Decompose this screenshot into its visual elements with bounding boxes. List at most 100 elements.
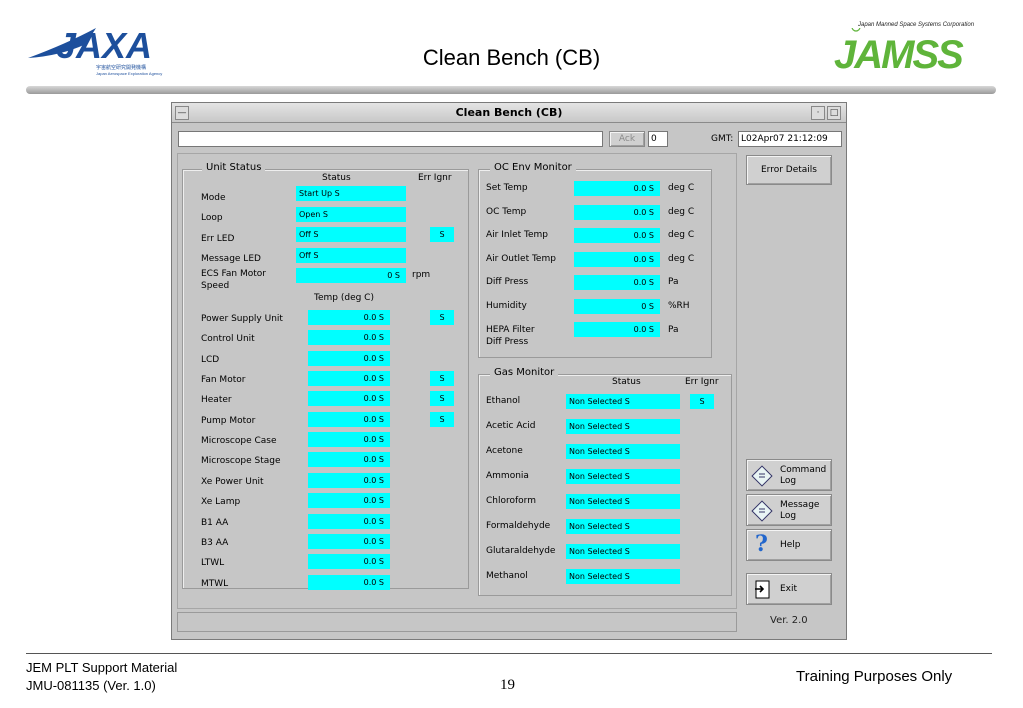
loop-field: Open S	[296, 207, 406, 222]
temp-label-heater: Heater	[201, 395, 232, 406]
command-log-label-2: Log	[780, 476, 797, 486]
temp-ignore-pump-motor[interactable]: S	[430, 411, 454, 427]
status-bar	[177, 612, 737, 632]
clean-bench-window: — Clean Bench (CB) · □ Ack 0 GMT: L02Apr…	[171, 102, 847, 640]
oc-unit-oc-temp: deg C	[668, 206, 695, 217]
temp-field-xe-lamp: 0.0 S	[308, 493, 390, 509]
gas-col-status: Status	[612, 377, 641, 387]
err-led-ignore[interactable]: S	[430, 227, 454, 242]
command-log-button[interactable]: Command Log	[746, 459, 832, 491]
hepa-unit: Pa	[668, 325, 679, 335]
gas-label-formaldehyde: Formaldehyde	[486, 521, 551, 531]
gmt-label: GMT:	[711, 134, 734, 144]
mode-label: Mode	[201, 193, 226, 203]
jamss-tagline: Japan Manned Space Systems Corporation	[858, 22, 975, 28]
temp-field-b3-aa: 0.0 S	[308, 533, 390, 549]
temp-header: Temp (deg C)	[314, 293, 374, 303]
temp-ignore-fan-motor[interactable]: S	[430, 371, 454, 387]
help-label: Help	[780, 540, 801, 550]
gas-label-ammonia: Ammonia	[486, 471, 529, 481]
command-log-label-1: Command	[780, 465, 827, 475]
jaxa-logo: JAXA 宇宙航空研究開発機構 Japan Aerospace Explorat…	[26, 14, 176, 80]
oc-unit-set-temp: deg C	[668, 183, 695, 193]
gas-ignore-ethanol[interactable]: S	[690, 394, 714, 409]
footer-doc-id: JMU-081135 (Ver. 1.0)	[26, 678, 156, 693]
exit-button[interactable]: Exit	[746, 573, 832, 605]
temp-label-b1-aa: B1 AA	[201, 517, 229, 528]
error-details-button[interactable]: Error Details	[746, 155, 832, 185]
exit-door-icon	[755, 580, 770, 599]
footer-material: JEM PLT Support Material	[26, 660, 178, 675]
oc-field-diff-press: 0.0 S	[574, 275, 660, 290]
header-divider	[26, 86, 996, 94]
help-button[interactable]: ? Help	[746, 529, 832, 561]
message-bar	[178, 131, 603, 147]
oc-unit-air-inlet-temp: deg C	[668, 230, 695, 240]
window-menu-icon[interactable]: —	[175, 106, 189, 120]
mode-field: Start Up S	[296, 186, 406, 201]
unit-status-title: Unit Status	[202, 162, 266, 173]
temp-field-pump-motor: 0.0 S	[308, 411, 390, 427]
footer-divider	[26, 653, 992, 654]
temp-field-microscope-case: 0.0 S	[308, 432, 390, 448]
ack-count: 0	[648, 131, 668, 147]
oc-label-set-temp: Set Temp	[486, 183, 528, 193]
jamss-logo: Japan Manned Space Systems Corporation J…	[832, 22, 1002, 72]
oc-field-air-outlet-temp: 0.0 S	[574, 251, 660, 267]
err-led-label: Err LED	[201, 234, 235, 244]
temp-label-microscope-case: Microscope Case	[201, 436, 277, 447]
oc-label-air-inlet-temp: Air Inlet Temp	[486, 230, 548, 240]
temp-label-xe-lamp: Xe Lamp	[201, 497, 241, 508]
temp-label-xe-power-unit: Xe Power Unit	[201, 476, 264, 487]
oc-label-oc-temp: OC Temp	[486, 206, 527, 217]
oc-unit-humidity: %RH	[668, 300, 690, 311]
temp-field-ltwl: 0.0 S	[308, 554, 390, 570]
temp-ignore-heater[interactable]: S	[430, 391, 454, 407]
gas-field-ethanol: Non Selected S	[566, 394, 680, 409]
temp-label-fan-motor: Fan Motor	[201, 375, 246, 386]
window-title: Clean Bench (CB)	[455, 106, 563, 119]
message-log-label-1: Message	[780, 500, 820, 510]
message-led-label: Message LED	[201, 254, 261, 264]
fan-speed-field: 0 S	[296, 268, 406, 283]
fan-speed-label-2: Speed	[201, 281, 230, 291]
minimize-icon[interactable]: ·	[811, 106, 825, 120]
temp-label-mtwl: MTWL	[201, 578, 229, 589]
hepa-label-1: HEPA Filter	[486, 325, 535, 335]
message-scroll-icon	[751, 500, 773, 522]
gmt-clock: L02Apr07 21:12:09	[738, 131, 842, 147]
scroll-icon	[751, 465, 773, 487]
temp-label-control-unit: Control Unit	[201, 334, 255, 345]
maximize-icon[interactable]: □	[827, 106, 841, 120]
temp-field-mtwl: 0.0 S	[308, 574, 390, 590]
loop-label: Loop	[201, 213, 223, 223]
temp-label-pump-motor: Pump Motor	[201, 415, 256, 426]
temp-field-power-supply-unit: 0.0 S	[308, 310, 390, 325]
gas-label-chloroform: Chloroform	[486, 496, 536, 506]
temp-ignore-power-supply-unit[interactable]: S	[430, 310, 454, 325]
ack-button[interactable]: Ack	[609, 131, 645, 147]
help-icon: ?	[755, 531, 768, 557]
fan-speed-label-1: ECS Fan Motor	[201, 269, 266, 279]
oc-field-oc-temp: 0.0 S	[574, 204, 660, 220]
gas-field-formaldehyde: Non Selected S	[566, 519, 680, 534]
temp-label-b3-aa: B3 AA	[201, 537, 229, 548]
footer-notice: Training Purposes Only	[796, 668, 953, 685]
fan-speed-unit: rpm	[412, 270, 431, 280]
unit-status-col-err: Err Ignr	[418, 173, 452, 183]
oc-label-air-outlet-temp: Air Outlet Temp	[486, 253, 556, 264]
gas-field-glutaraldehyde: Non Selected S	[566, 544, 680, 559]
oc-unit-diff-press: Pa	[668, 277, 679, 287]
oc-env-title: OC Env Monitor	[490, 162, 576, 173]
gas-label-ethanol: Ethanol	[486, 396, 521, 406]
unit-status-col-status: Status	[322, 173, 351, 183]
message-log-button[interactable]: Message Log	[746, 494, 832, 526]
gas-monitor-title: Gas Monitor	[490, 367, 559, 378]
gas-monitor-group	[478, 374, 732, 596]
temp-field-b1-aa: 0.0 S	[308, 513, 390, 529]
window-titlebar[interactable]: — Clean Bench (CB) · □	[172, 103, 846, 123]
temp-field-xe-power-unit: 0.0 S	[308, 472, 390, 488]
message-log-label-2: Log	[780, 511, 797, 521]
gas-field-acetic-acid: Non Selected S	[566, 419, 680, 434]
temp-label-power-supply-unit: Power Supply Unit	[201, 314, 283, 324]
